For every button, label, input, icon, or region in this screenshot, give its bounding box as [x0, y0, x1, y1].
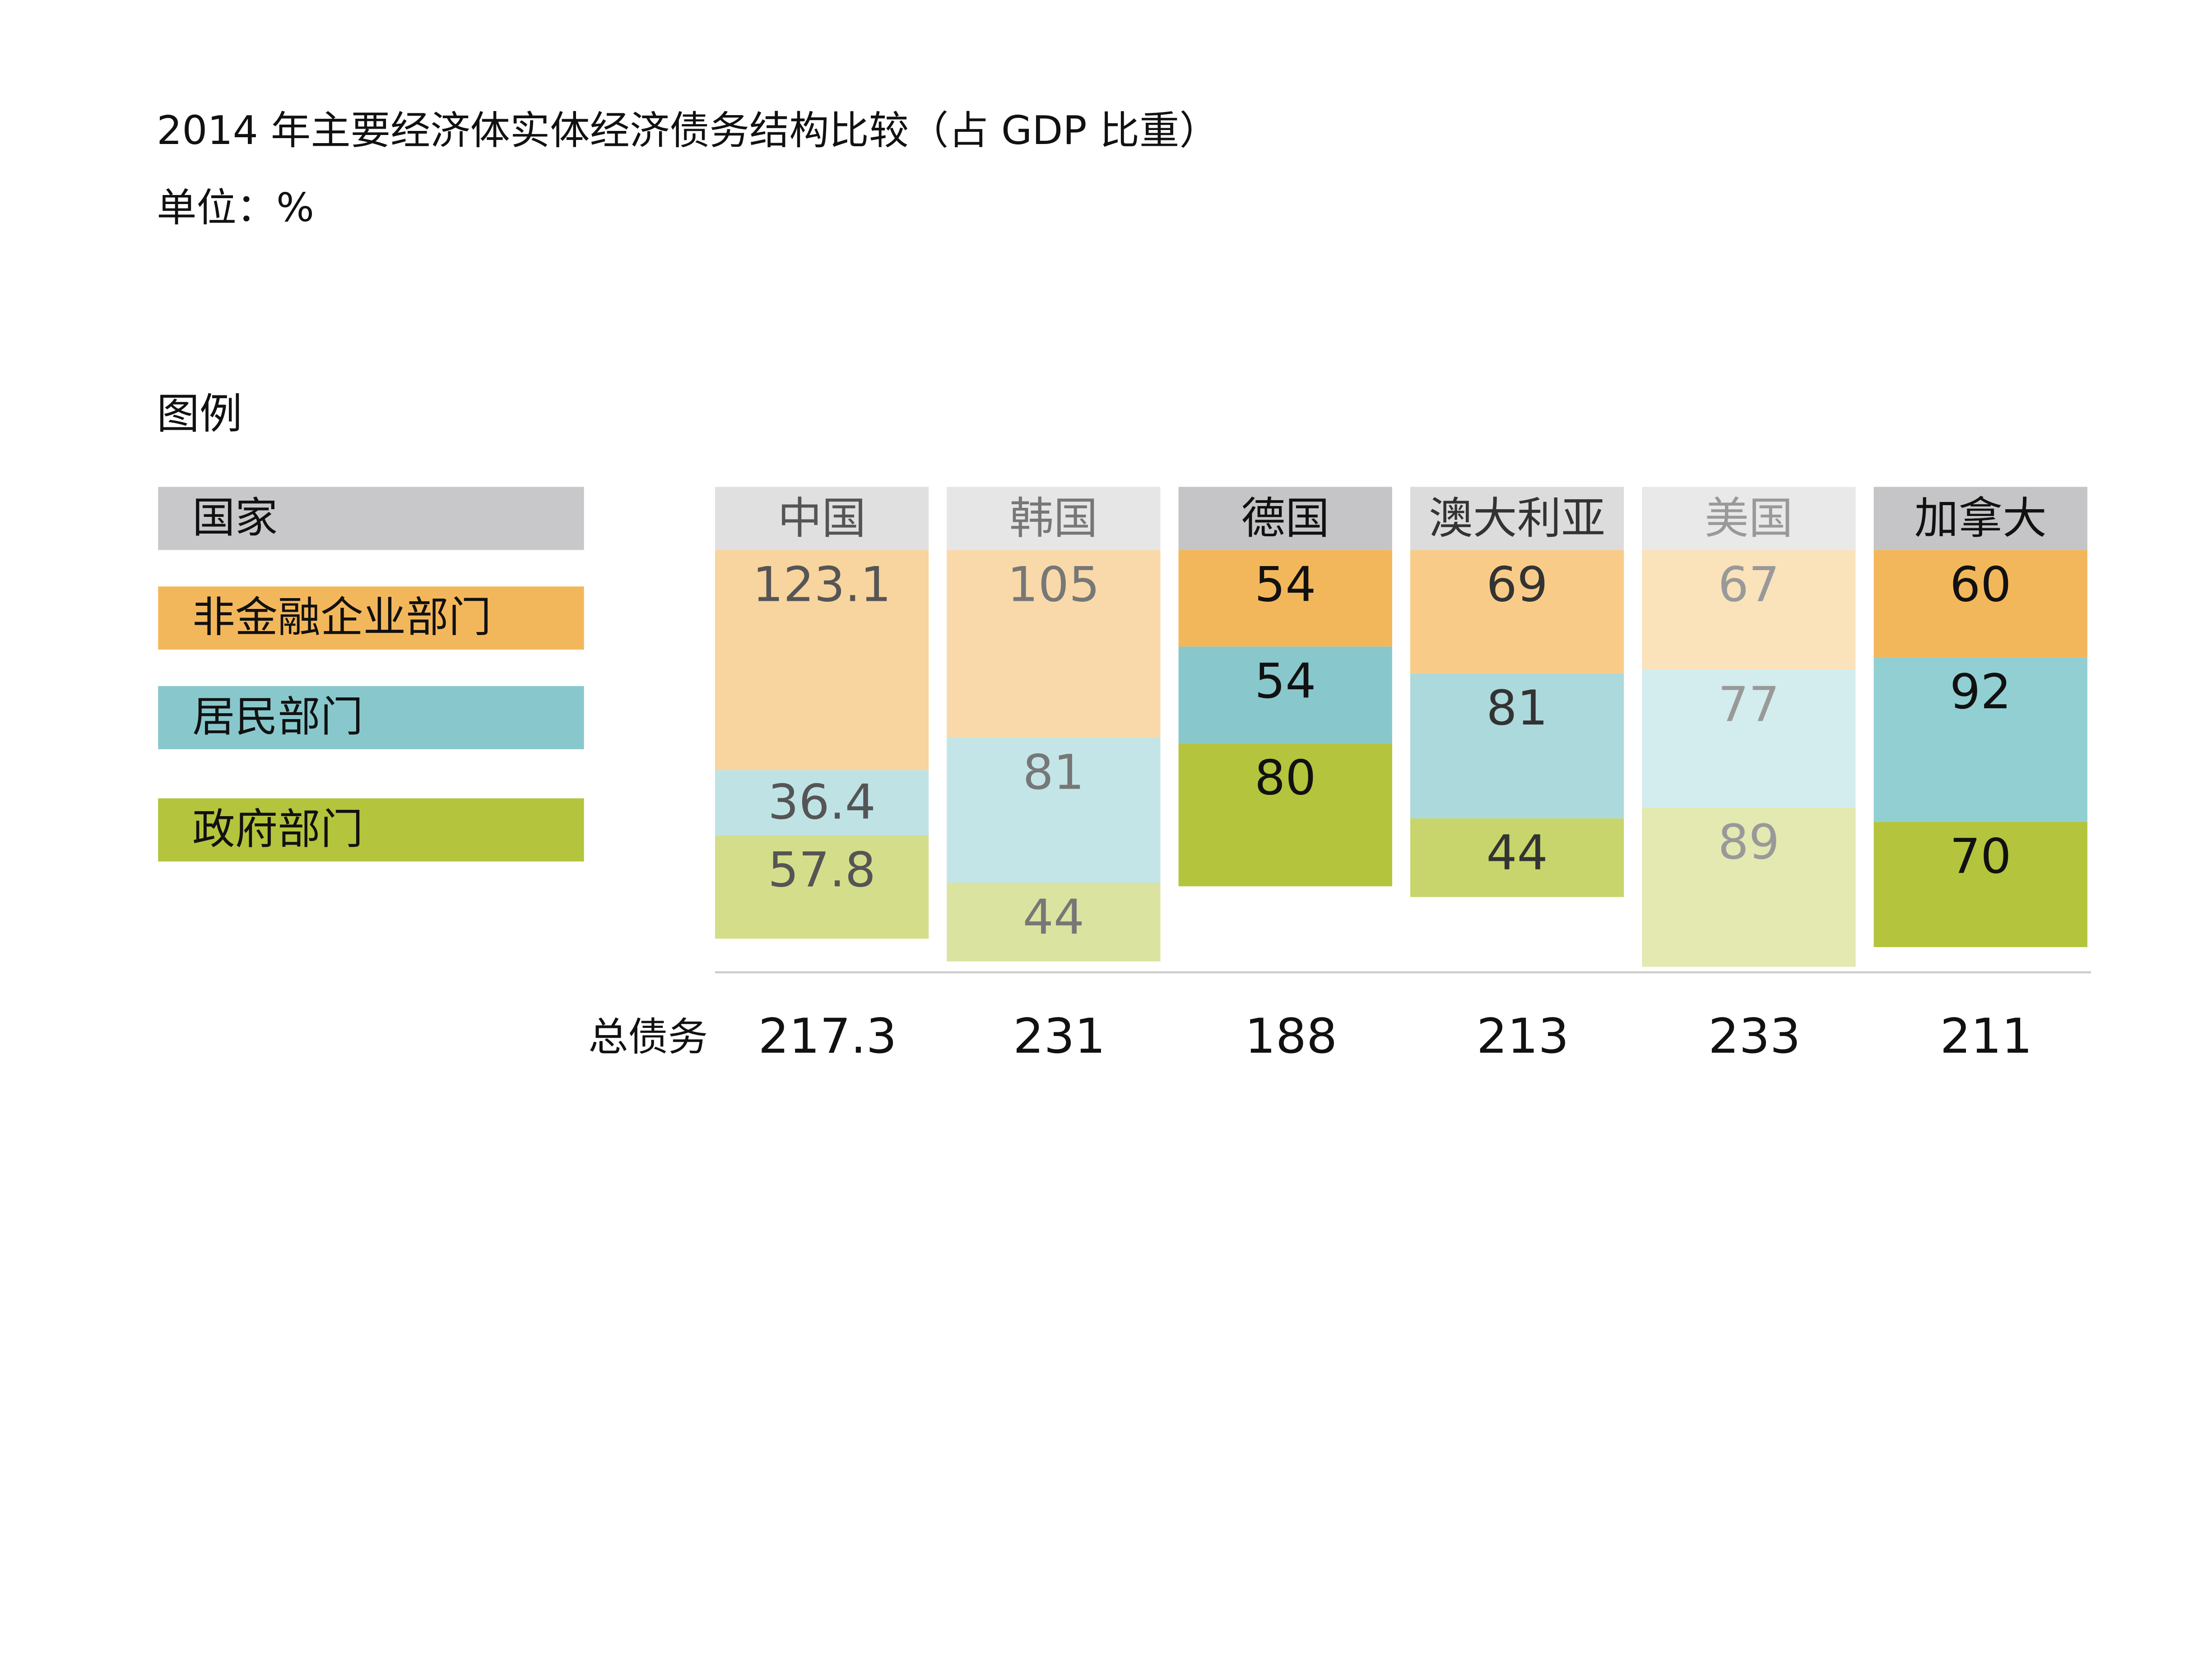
category-label: 美国	[1705, 493, 1793, 543]
total-label: 213	[1477, 1009, 1569, 1064]
bar-segment	[1642, 669, 1856, 808]
bar-segment	[947, 738, 1161, 883]
value-label: 67	[1718, 557, 1780, 613]
bar-segment	[1642, 550, 1856, 670]
bar-segment	[1873, 657, 2087, 822]
category-header	[1410, 487, 1624, 550]
bar-segment	[1410, 550, 1624, 674]
legend-swatch	[158, 487, 584, 550]
value-label: 44	[1486, 826, 1547, 881]
value-label: 105	[1008, 557, 1100, 613]
value-label: 60	[1950, 557, 2011, 613]
legend-swatch	[158, 798, 584, 862]
chart-title: 2014 年主要经济体实体经济债务结构比较（占 GDP 比重）	[157, 108, 1219, 153]
value-label: 54	[1255, 654, 1316, 709]
value-label: 92	[1950, 664, 2011, 720]
category-label: 加拿大	[1915, 493, 2047, 543]
value-label: 69	[1486, 557, 1547, 613]
category-label: 澳大利亚	[1429, 493, 1605, 543]
total-label: 217.3	[758, 1009, 897, 1064]
total-label: 211	[1940, 1009, 2033, 1064]
bar-segment	[1410, 673, 1624, 818]
value-label: 81	[1023, 745, 1084, 800]
category-header	[715, 487, 929, 550]
chart-subtitle: 单位：%	[157, 185, 314, 231]
legend-label: 非金融企业部门	[192, 593, 491, 642]
category-header	[1642, 487, 1856, 550]
legend-swatch	[158, 586, 584, 650]
category-header	[947, 487, 1161, 550]
category-label: 韩国	[1009, 493, 1098, 543]
value-label: 89	[1718, 815, 1780, 870]
bar-segment	[715, 770, 929, 836]
legend-title: 图例	[157, 390, 242, 438]
bar-segment	[1410, 818, 1624, 897]
value-label: 36.4	[768, 775, 876, 830]
value-label: 57.8	[768, 842, 876, 898]
value-label: 80	[1255, 750, 1316, 806]
bar-segment	[1178, 550, 1392, 647]
legend-label: 国家	[192, 493, 278, 542]
bar-segment	[1873, 550, 2087, 658]
legend-label: 居民部门	[192, 693, 363, 742]
bar-segment	[1642, 808, 1856, 967]
bar-segment	[1873, 822, 2087, 948]
total-label: 188	[1245, 1009, 1337, 1064]
value-label: 44	[1023, 890, 1084, 945]
value-label: 54	[1255, 557, 1316, 613]
bar-segment	[715, 550, 929, 771]
bar-segment	[715, 835, 929, 939]
value-label: 77	[1718, 677, 1780, 733]
bar-segment	[947, 883, 1161, 962]
value-label: 70	[1950, 829, 2011, 884]
bar-segment	[1178, 646, 1392, 743]
category-header	[1873, 487, 2087, 550]
total-label: 231	[1013, 1009, 1106, 1064]
bar-segment	[1178, 743, 1392, 887]
legend-swatch	[158, 686, 584, 749]
bar-segment	[947, 550, 1161, 738]
value-label: 81	[1486, 681, 1547, 736]
category-header	[1178, 487, 1392, 550]
total-label: 233	[1708, 1009, 1801, 1064]
category-label: 德国	[1241, 493, 1329, 543]
legend-label: 政府部门	[192, 805, 363, 854]
totals-label: 总债务	[588, 1014, 708, 1059]
value-label: 123.1	[753, 557, 891, 613]
category-label: 中国	[778, 493, 866, 543]
